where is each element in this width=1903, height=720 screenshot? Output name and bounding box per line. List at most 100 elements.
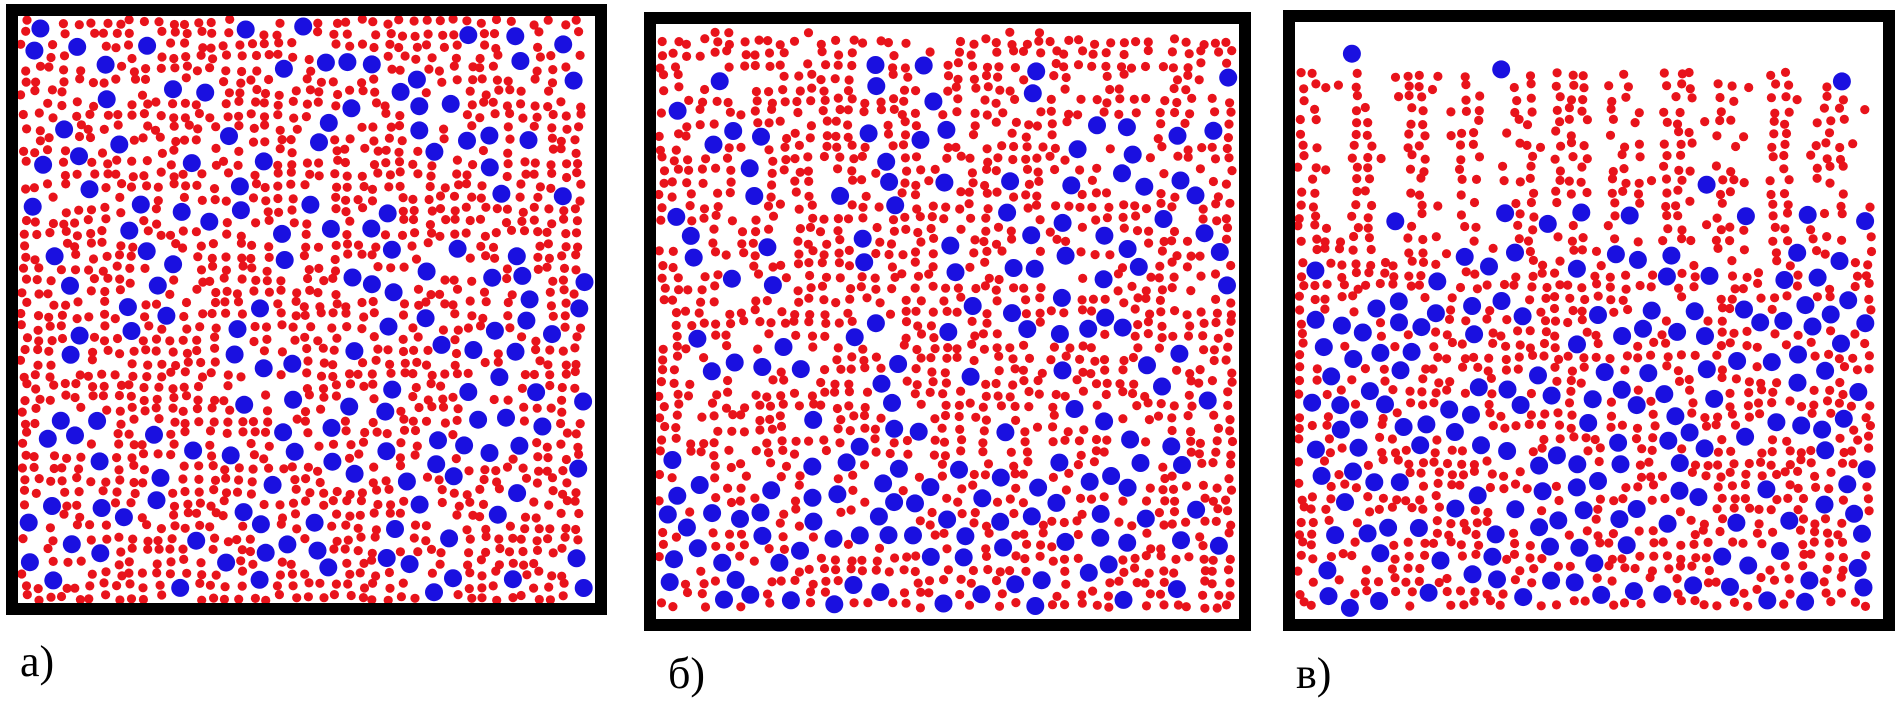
large-particle [1653, 585, 1672, 604]
small-particle [1605, 130, 1616, 140]
small-particle [1684, 67, 1694, 78]
small-particle [1596, 261, 1606, 271]
small-particle [197, 570, 207, 580]
small-particle [251, 50, 262, 61]
large-particle [1003, 304, 1021, 323]
small-particle [805, 598, 816, 608]
small-particle [1621, 92, 1631, 102]
small-particle [1024, 386, 1034, 397]
small-particle [900, 153, 910, 163]
small-particle [45, 321, 55, 331]
small-particle [1725, 467, 1735, 477]
small-particle [260, 120, 270, 130]
small-particle [713, 37, 723, 47]
small-particle [1168, 484, 1179, 494]
small-particle [210, 343, 220, 353]
large-particle [745, 187, 764, 205]
small-particle [897, 269, 907, 279]
small-particle [992, 497, 1003, 507]
small-particle [151, 97, 161, 107]
large-particle [441, 94, 460, 113]
small-particle [1046, 306, 1056, 316]
small-particle [1488, 243, 1498, 253]
small-particle [1725, 338, 1735, 348]
small-particle [696, 297, 706, 307]
small-particle [435, 16, 445, 26]
large-particle [483, 268, 502, 287]
large-particle [1498, 380, 1517, 399]
large-particle [343, 268, 362, 287]
small-particle [180, 113, 190, 123]
small-particle [87, 157, 97, 167]
small-particle [1311, 211, 1321, 221]
small-particle [1391, 586, 1401, 597]
small-particle [29, 452, 39, 462]
small-particle [765, 414, 775, 424]
large-particle [362, 55, 381, 74]
large-particle [1004, 259, 1023, 277]
small-particle [115, 285, 125, 295]
small-particle [1153, 411, 1164, 421]
small-particle [1132, 226, 1143, 236]
small-particle [1552, 105, 1562, 115]
small-particle [834, 248, 844, 258]
small-particle [1212, 603, 1222, 613]
large-particle [1079, 319, 1098, 338]
large-particle [866, 314, 885, 333]
large-particle [850, 437, 869, 456]
small-particle [206, 17, 216, 28]
small-particle [1582, 154, 1592, 164]
small-particle [699, 213, 709, 223]
small-particle [1010, 469, 1020, 479]
small-particle [871, 248, 881, 259]
small-particle [748, 238, 758, 248]
small-particle [1635, 551, 1645, 561]
small-particle [101, 520, 111, 530]
small-particle [1059, 517, 1069, 528]
large-particle [1832, 72, 1851, 91]
small-particle [1099, 107, 1109, 117]
small-particle [656, 598, 667, 608]
small-particle [154, 414, 164, 424]
small-particle [1078, 341, 1088, 351]
small-particle [329, 29, 339, 39]
small-particle [915, 603, 925, 613]
small-particle [1208, 458, 1218, 468]
small-particle [781, 155, 791, 165]
small-particle [984, 528, 994, 538]
small-particle [1837, 518, 1847, 528]
large-particle [713, 553, 732, 572]
large-particle [1065, 400, 1084, 418]
small-particle [956, 224, 966, 234]
small-particle [544, 500, 554, 510]
large-particle [837, 453, 856, 472]
small-particle [1144, 568, 1154, 578]
large-particle [92, 499, 111, 517]
small-particle [264, 74, 274, 85]
large-particle [1129, 257, 1148, 276]
large-particle [391, 82, 410, 101]
small-particle [1074, 35, 1084, 45]
large-particle [909, 422, 928, 441]
small-particle [776, 260, 786, 270]
small-particle [1471, 222, 1481, 232]
small-particle [178, 169, 188, 179]
small-particle [776, 421, 787, 431]
small-particle [1474, 152, 1485, 162]
large-particle [1684, 576, 1703, 595]
small-particle [874, 202, 884, 212]
small-particle [31, 403, 41, 413]
small-particle [833, 93, 843, 103]
small-particle [1403, 143, 1413, 153]
large-particle [1617, 536, 1636, 555]
small-particle [1838, 189, 1848, 199]
small-particle [699, 318, 709, 328]
small-particle [224, 28, 234, 38]
large-particle [1167, 580, 1186, 599]
small-particle [191, 508, 202, 518]
small-particle [1630, 563, 1640, 574]
small-particle [277, 347, 287, 357]
small-particle [86, 18, 96, 28]
small-particle [978, 402, 988, 412]
small-particle [1475, 91, 1485, 101]
